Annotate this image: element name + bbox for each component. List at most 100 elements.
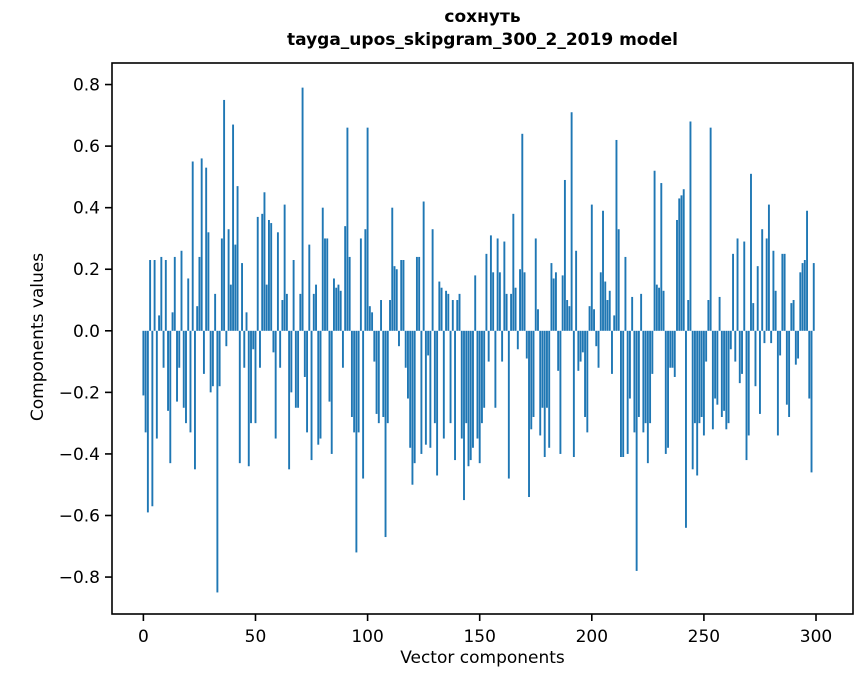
bar: [476, 330, 479, 439]
bar: [337, 284, 340, 331]
bar: [472, 330, 474, 448]
bar: [202, 330, 205, 374]
y-tick-label: 0.2: [73, 260, 100, 280]
bar: [734, 330, 737, 362]
bar: [563, 179, 566, 331]
bar: [241, 263, 243, 331]
bar: [254, 330, 257, 424]
bar: [180, 250, 183, 331]
bar: [418, 256, 421, 331]
bar: [756, 266, 759, 331]
bar: [783, 253, 786, 331]
bar: [590, 204, 593, 331]
bar: [146, 330, 149, 513]
bar: [438, 281, 441, 331]
x-tick-label: 250: [688, 627, 720, 647]
bar: [415, 256, 418, 331]
bar: [178, 330, 181, 368]
bar: [243, 330, 246, 368]
y-tick-label: −0.4: [59, 445, 100, 465]
bar: [454, 330, 456, 461]
bar: [586, 330, 589, 433]
bar: [570, 112, 573, 331]
chart-title-model: tayga_upos_skipgram_300_2_2019 model: [287, 30, 678, 50]
bar: [218, 330, 221, 387]
bar: [422, 201, 425, 331]
bar: [732, 253, 734, 331]
bar: [537, 309, 539, 331]
bar: [420, 330, 423, 454]
bar: [550, 263, 553, 331]
bar: [779, 330, 782, 356]
bar: [705, 330, 708, 362]
bar: [407, 330, 409, 399]
bar: [738, 330, 741, 384]
bar: [588, 306, 591, 331]
bar: [391, 207, 394, 331]
bar: [436, 330, 439, 476]
bar: [772, 250, 775, 331]
bar: [505, 293, 508, 331]
bar: [158, 315, 161, 331]
bar: [575, 250, 578, 331]
bar: [167, 330, 169, 411]
bar: [164, 260, 167, 331]
bar: [276, 232, 279, 331]
bar: [348, 256, 351, 331]
bar: [279, 330, 282, 368]
bar: [785, 330, 788, 405]
bar: [288, 330, 291, 470]
bar: [716, 330, 719, 405]
bar: [440, 287, 443, 331]
bar: [373, 330, 376, 362]
bar: [561, 275, 564, 331]
bar: [465, 330, 468, 424]
bar: [153, 260, 156, 331]
bar: [297, 330, 300, 408]
bar: [321, 207, 324, 331]
bar: [196, 306, 199, 331]
bar: [333, 278, 335, 331]
bar: [653, 170, 656, 331]
bar: [433, 330, 436, 424]
bar: [151, 330, 154, 507]
bar: [185, 330, 187, 424]
bar: [355, 330, 358, 553]
bar: [350, 330, 353, 417]
bar: [745, 330, 748, 461]
y-tick-label: 0.8: [73, 76, 100, 96]
bar: [290, 330, 293, 393]
bar: [750, 173, 752, 331]
bar: [808, 330, 811, 399]
bar: [812, 263, 815, 331]
bar: [640, 293, 643, 331]
bar: [308, 244, 311, 331]
bar: [310, 330, 313, 461]
bar: [265, 284, 268, 331]
bar: [604, 281, 607, 331]
bar: [259, 330, 261, 368]
bar: [306, 330, 309, 433]
bar: [678, 198, 681, 331]
bar: [521, 133, 524, 331]
bar: [229, 284, 232, 331]
bar: [660, 183, 663, 331]
bar: [642, 330, 645, 433]
bar: [644, 330, 647, 424]
bar: [480, 330, 483, 424]
y-tick-label: −0.8: [59, 568, 100, 588]
x-tick-label: 150: [463, 627, 495, 647]
bar: [250, 330, 252, 424]
bar: [572, 330, 575, 458]
bar: [463, 330, 465, 501]
bar: [707, 300, 710, 331]
bar: [223, 99, 226, 331]
bar: [281, 300, 284, 331]
bar: [763, 330, 766, 344]
bar: [528, 330, 530, 498]
bar: [299, 293, 302, 331]
bar: [346, 127, 349, 331]
bar: [700, 330, 703, 417]
bar: [447, 293, 450, 331]
